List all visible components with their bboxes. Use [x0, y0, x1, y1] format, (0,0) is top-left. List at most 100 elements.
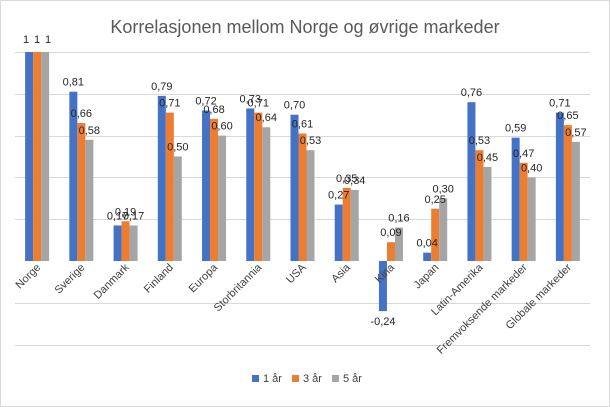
bar-danmark-1 [113, 225, 122, 261]
data-label: 0,53 [469, 135, 490, 147]
bar-asia-2 [342, 187, 351, 261]
category-label: Asia [329, 261, 353, 285]
data-label: 0,71 [248, 98, 269, 110]
bar-europa-3 [218, 135, 227, 261]
data-label: 0,40 [521, 162, 542, 174]
data-label: 1 [23, 34, 29, 46]
bar-sverige-1 [69, 91, 78, 262]
bar-usa-3 [306, 150, 315, 261]
bar-latin-amerika-3 [483, 166, 492, 261]
bar-globale-markeder-1 [555, 112, 564, 261]
data-label: 0,64 [256, 112, 277, 124]
data-label: 0,76 [461, 87, 482, 99]
data-label: 0,04 [416, 238, 437, 250]
bar-japan-1 [423, 252, 432, 261]
data-label: 0,09 [380, 227, 401, 239]
bar-norge-1 [25, 52, 34, 261]
data-label: 0,27 [328, 190, 349, 202]
legend: 1 år 3 år 5 år [252, 373, 362, 385]
bar-danmark-2 [121, 221, 130, 261]
data-label: 0,45 [477, 152, 498, 164]
category-label: Storbritannia [212, 261, 265, 314]
data-label: 0,65 [557, 110, 578, 122]
data-label: 0,57 [565, 127, 586, 139]
data-label: 0,71 [549, 98, 570, 110]
category-label: Europa [187, 261, 221, 295]
data-label: 0,60 [211, 121, 232, 133]
bar-norge-2 [33, 52, 42, 261]
legend-label: 3 år [303, 373, 322, 385]
data-label: 0,17 [107, 210, 128, 222]
data-label: 0,16 [388, 213, 409, 225]
category-label: Norge [14, 262, 44, 292]
data-label: 0,58 [79, 125, 100, 137]
bar-finland-2 [165, 112, 174, 261]
bar-fremvoksende-markeder-1 [511, 137, 520, 261]
bar-globale-markeder-2 [563, 125, 572, 262]
bar-kina-3 [394, 227, 403, 261]
bar-latin-amerika-2 [475, 150, 484, 261]
category-label: Japan [412, 262, 442, 292]
bars [25, 52, 580, 312]
legend-label: 1 år [263, 373, 282, 385]
data-label: 0,79 [151, 81, 172, 93]
bar-kina-1 [378, 261, 387, 312]
legend-swatch [252, 375, 259, 382]
legend-label: 5 år [343, 373, 362, 385]
bar-storbritannia-1 [246, 108, 255, 262]
bar-danmark-3 [129, 225, 138, 261]
data-label: 0,19 [115, 206, 136, 218]
data-label: 0,66 [71, 108, 92, 120]
data-label: 0,59 [505, 123, 526, 135]
data-label: 0,17 [123, 210, 144, 222]
bar-japan-3 [439, 198, 448, 261]
bar-usa-2 [298, 133, 307, 261]
bar-japan-2 [431, 208, 440, 261]
bar-latin-amerika-1 [467, 102, 476, 261]
data-label: -0,24 [370, 316, 395, 328]
category-axis-labels: Norge Sverige Danmark Finland EuropaStorbrit… [14, 261, 575, 357]
bar-kina-2 [386, 242, 395, 261]
bar-globale-markeder-3 [571, 141, 580, 261]
bar-storbritannia-2 [254, 112, 263, 261]
bar-finland-3 [173, 156, 182, 261]
legend-swatch [292, 375, 299, 382]
data-label: 0,50 [167, 142, 188, 154]
data-label: 0,34 [344, 175, 365, 187]
data-label: 0,61 [292, 119, 313, 131]
bar-asia-3 [350, 189, 359, 261]
data-label: 0,81 [63, 77, 84, 89]
category-label: Finland [142, 262, 176, 296]
bar-fremvoksende-markeder-2 [519, 162, 528, 261]
bar-europa-2 [210, 118, 219, 261]
bar-storbritannia-3 [262, 127, 271, 262]
category-label: Sverige [53, 262, 88, 297]
data-label: 0,73 [240, 93, 261, 105]
data-label: 0,35 [336, 173, 357, 185]
data-label: 1 [45, 34, 51, 46]
bar-finland-1 [157, 95, 166, 261]
bar-sverige-3 [85, 139, 94, 261]
bar-europa-1 [202, 110, 211, 262]
bar-sverige-2 [77, 123, 86, 261]
category-label: USA [284, 261, 309, 286]
bar-fremvoksende-markeder-3 [527, 177, 536, 261]
data-label: 0,70 [284, 100, 305, 112]
data-label: 1 [34, 34, 40, 46]
bar-asia-1 [334, 204, 343, 261]
category-label: Danmark [92, 261, 132, 301]
chart-title: Korrelasjonen mellom Norge og øvrige mar… [110, 17, 499, 37]
data-label: 0,68 [203, 104, 224, 116]
legend-swatch [332, 375, 339, 382]
data-label: 0,47 [513, 148, 534, 160]
data-labels: 1 1 10,810,660,580,170,190,170,790,710,500… [23, 34, 587, 328]
data-label: 0,72 [195, 96, 216, 108]
data-label: 0,25 [424, 194, 445, 206]
bar-usa-1 [290, 114, 299, 261]
data-label: 0,71 [159, 98, 180, 110]
category-label: Fremvoksende markeder [435, 261, 530, 356]
bar-norge-3 [41, 52, 50, 261]
data-label: 0,30 [432, 183, 453, 195]
data-label: 0,53 [300, 135, 321, 147]
